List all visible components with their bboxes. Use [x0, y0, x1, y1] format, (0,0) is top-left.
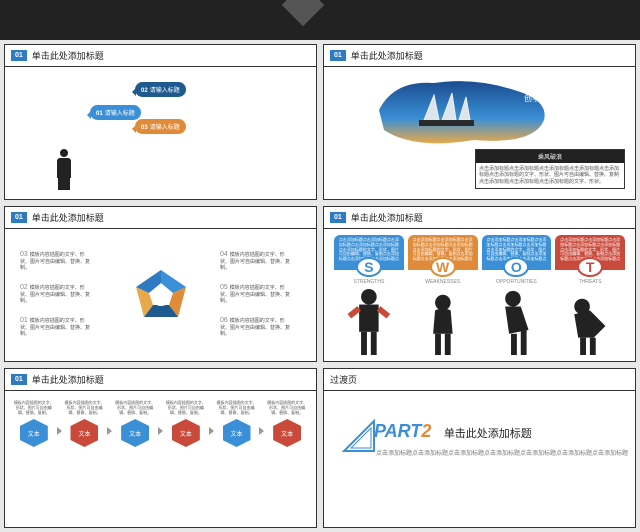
hex-item: 模板内容插图的文字、形状、图片可自由编辑、替换、复制。文本	[266, 401, 308, 447]
slide-pentagon: 01 单击此处添加标题 01模板内容插图的文字、形状、图片可自由编辑、替换、复制…	[4, 206, 317, 362]
part2-block: PART2 单击此处添加标题 点击添加标题点击添加标题点击添加标题点击添加标题点…	[374, 421, 628, 457]
badge: 01	[330, 50, 346, 61]
speech-bubble-2: 02请输入标题	[135, 82, 186, 97]
slide-title: 单击此处添加标题	[32, 49, 104, 62]
slide-header: 01 单击此处添加标题	[5, 207, 316, 229]
hex-row: 模板内容插图的文字、形状、图片可自由编辑、替换、复制。文本模板内容插图的文字、形…	[5, 391, 316, 457]
slide-bubbles: 01 单击此处添加标题 01请输入标题 02请输入标题 03请输入标题	[4, 44, 317, 200]
hex-item: 模板内容插图的文字、形状、图片可自由编辑、替换、复制。文本	[64, 401, 106, 447]
penta-text-2: 02模板内容插图的文字、形状、图片可自由编辑、替换、复制。	[20, 284, 90, 304]
caption-header: 乘风破浪	[476, 150, 624, 163]
slide-header: 01 单击此处添加标题	[5, 369, 316, 391]
penta-text-3: 03模板内容插图的文字、形状、图片可自由编辑、替换、复制。	[20, 251, 90, 271]
slides-grid: 01 单击此处添加标题 01请输入标题 02请输入标题 03请输入标题 01 单…	[0, 40, 640, 532]
slide-header: 过渡页	[324, 369, 635, 391]
innovation-label: INNOVATION 创享	[524, 87, 554, 104]
slide-swot: 01 单击此处添加标题 点击添加标题点击添加标题点击添加标题点击添加标题点击添加…	[323, 206, 636, 362]
slide-title: 单击此处添加标题	[351, 49, 423, 62]
person-icon	[482, 287, 552, 355]
slide-transition: 过渡页 PART2 单击此处添加标题 点击添加标题点击添加标题点击添加标题点击添…	[323, 368, 636, 528]
speech-bubble-3: 03请输入标题	[135, 119, 186, 134]
speech-bubble-1: 01请输入标题	[90, 105, 141, 120]
swot-w: 点击添加标题点击添加标题点击添加标题点击添加标题点击添加标题点击添加标题的文字、…	[408, 235, 478, 355]
slide-header: 01 单击此处添加标题	[324, 207, 635, 229]
badge: 01	[11, 374, 27, 385]
badge: 01	[330, 212, 346, 223]
slide-title: 单击此处添加标题	[32, 211, 104, 224]
swot-letter: S	[356, 257, 382, 277]
swot-letter: W	[430, 257, 456, 277]
swot-letter: T	[577, 257, 603, 277]
badge: 01	[11, 212, 27, 223]
penta-text-4: 04模板内容插图的文字、形状、图片可自由编辑、替换、复制。	[220, 251, 290, 271]
part-title: 单击此处添加标题	[444, 428, 532, 440]
part-label: PART2	[374, 421, 431, 441]
swot-letter: O	[503, 257, 529, 277]
hex-item: 模板内容插图的文字、形状、图片可自由编辑、替换、复制。文本	[165, 401, 207, 447]
person-icon	[408, 287, 478, 355]
person-icon	[555, 287, 625, 355]
slide-hexrow: 01 单击此处添加标题 模板内容插图的文字、形状、图片可自由编辑、替换、复制。文…	[4, 368, 317, 528]
slide-ship: 01 单击此处添加标题 INNOVATION 创享 乘风破浪 点击添加标题点击添…	[323, 44, 636, 200]
pentagon-shape	[131, 265, 191, 325]
slide-title: 单击此处添加标题	[32, 373, 104, 386]
person-icon	[334, 287, 404, 355]
penta-text-6: 06模板内容插图的文字、形状、图片可自由编辑、替换、复制。	[220, 317, 290, 337]
caption-text: 点击添加标题点击添加标题点击添加标题点击添加标题点击添加标题点击添加标题的文字、…	[476, 163, 624, 189]
swot-o: 点击添加标题点击添加标题点击添加标题点击添加标题点击添加标题点击添加标题的文字、…	[482, 235, 552, 355]
triangle-icon	[339, 416, 379, 456]
businessman-icon	[55, 149, 73, 189]
hex-item: 模板内容插图的文字、形状、图片可自由编辑、替换、复制。文本	[216, 401, 258, 447]
slide-title: 单击此处添加标题	[351, 211, 423, 224]
hex-item: 模板内容插图的文字、形状、图片可自由编辑、替换、复制。文本	[114, 401, 156, 447]
slide-title: 过渡页	[330, 373, 357, 386]
penta-text-5: 05模板内容插图的文字、形状、图片可自由编辑、替换、复制。	[220, 284, 290, 304]
hex-item: 模板内容插图的文字、形状、图片可自由编辑、替换、复制。文本	[13, 401, 55, 447]
part-subtitle: 点击添加标题点击添加标题点击添加标题点击添加标题点击添加标题点击添加标题点击添加…	[376, 448, 628, 457]
caption-box: 乘风破浪 点击添加标题点击添加标题点击添加标题点击添加标题点击添加标题点击添加标…	[475, 149, 625, 190]
slide-header: 01 单击此处添加标题	[5, 45, 316, 67]
swot-s: 点击添加标题点击添加标题点击添加标题点击添加标题点击添加标题点击添加标题的文字、…	[334, 235, 404, 355]
slide-header: 01 单击此处添加标题	[324, 45, 635, 67]
swot-t: 点击添加标题点击添加标题点击添加标题点击添加标题点击添加标题点击添加标题的文字、…	[555, 235, 625, 355]
badge: 01	[11, 50, 27, 61]
swot-row: 点击添加标题点击添加标题点击添加标题点击添加标题点击添加标题点击添加标题的文字、…	[324, 229, 635, 361]
top-fragment	[0, 0, 640, 40]
penta-text-1: 01模板内容插图的文字、形状、图片可自由编辑、替换、复制。	[20, 317, 90, 337]
